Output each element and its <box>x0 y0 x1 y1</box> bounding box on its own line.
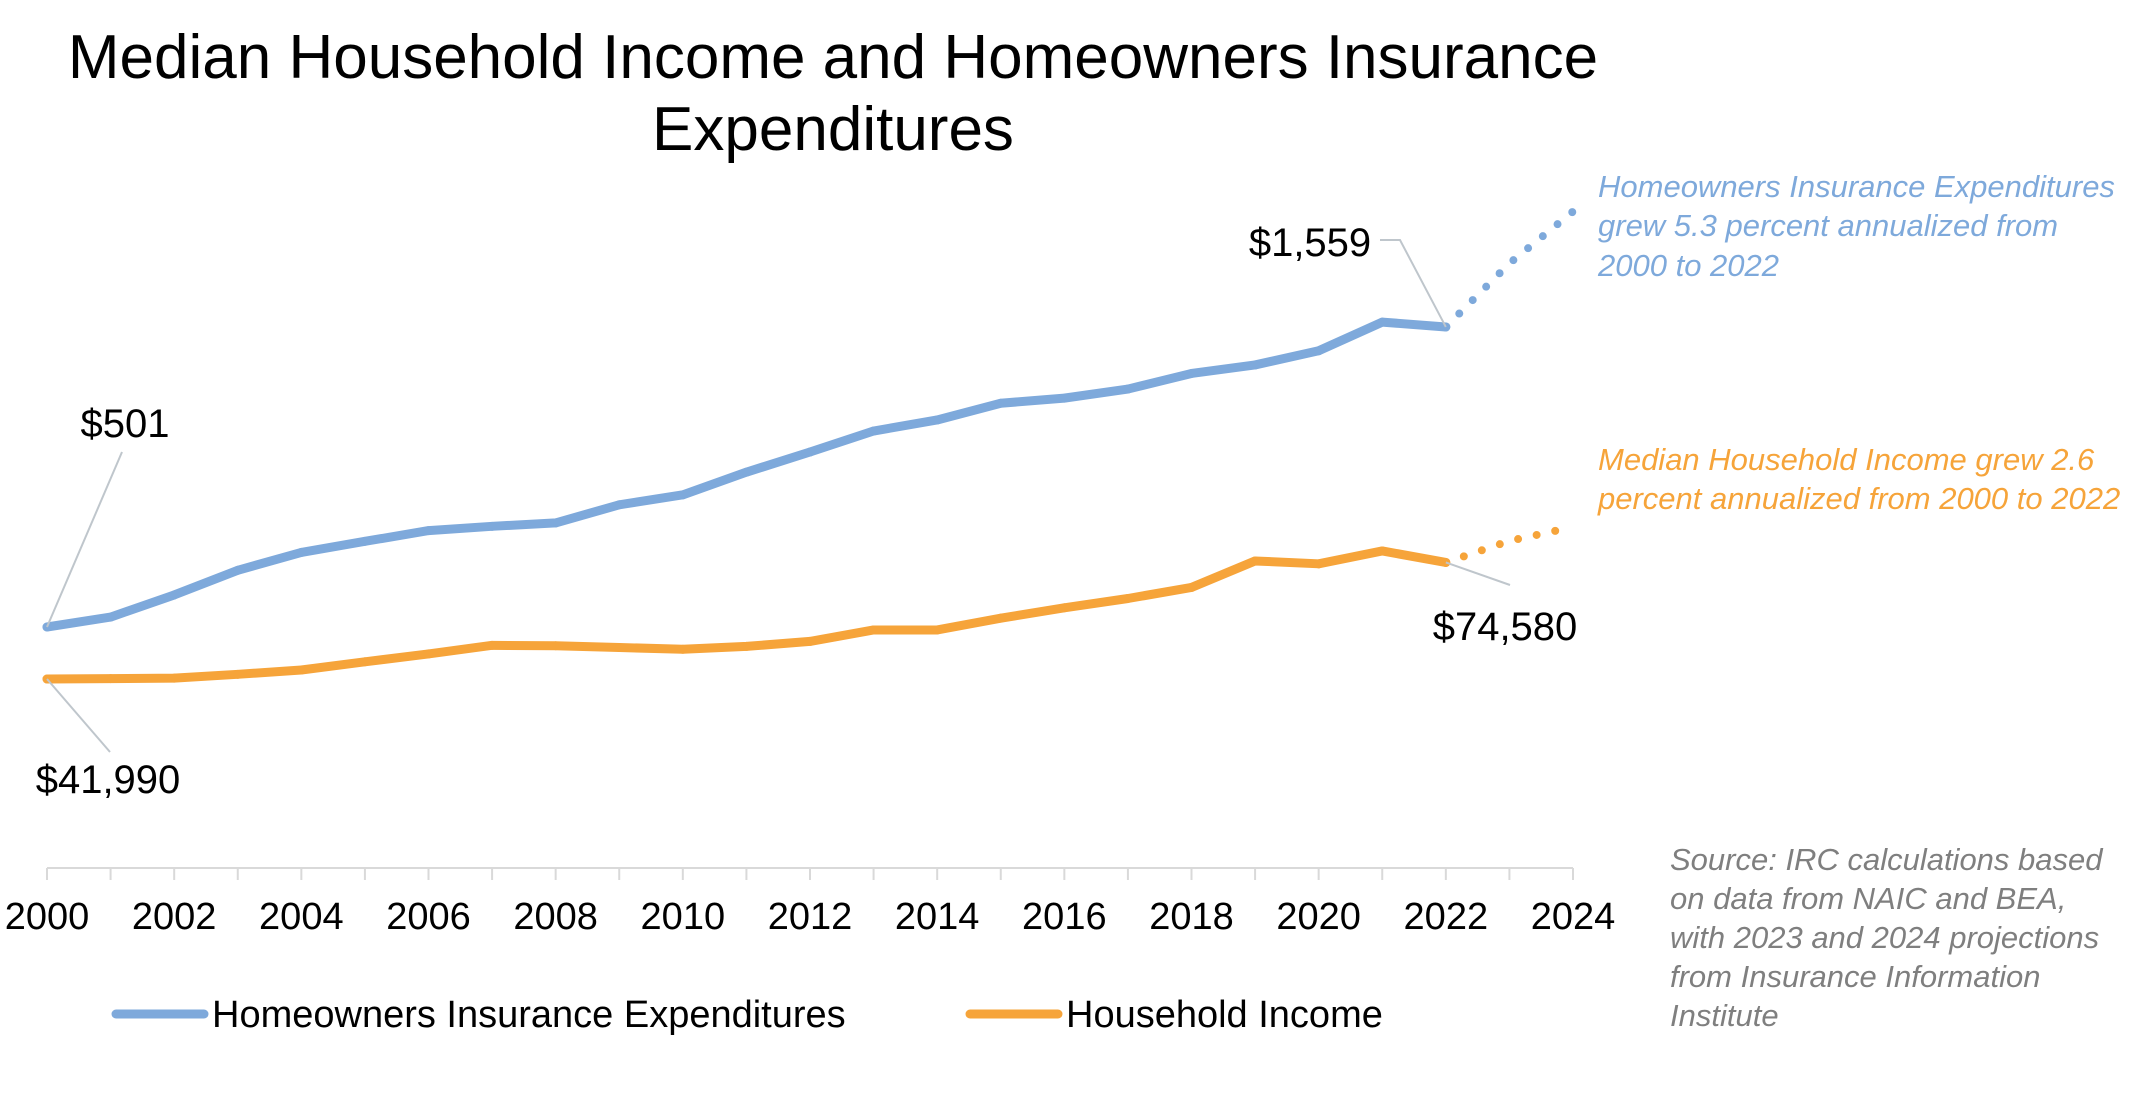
leader-insurance-2022 <box>1380 239 1447 328</box>
series-projection-income <box>1441 522 1577 567</box>
insurance-annotation-line-1: Homeowners Insurance Expenditures <box>1598 169 2115 204</box>
leader-insurance-2000 <box>46 451 123 628</box>
point-income-2018 <box>1187 582 1196 592</box>
x-tick-label-2008: 2008 <box>513 896 598 938</box>
point-income-2004 <box>296 665 306 675</box>
x-tick-label-2014: 2014 <box>895 896 980 938</box>
label-insurance-2000: $501 <box>81 402 170 446</box>
point-income-2008 <box>551 641 561 651</box>
x-tick-label-2018: 2018 <box>1149 896 1234 938</box>
point-insurance-2015 <box>996 398 1006 408</box>
x-tick-label-2012: 2012 <box>768 896 853 938</box>
series-line-income <box>42 546 1451 684</box>
point-insurance-2018 <box>1187 368 1196 378</box>
point-insurance-2010 <box>678 490 688 500</box>
point-income-2021 <box>1377 546 1387 556</box>
point-insurance-2012 <box>805 447 815 457</box>
legend-label-insurance: Homeowners Insurance Expenditures <box>212 994 846 1036</box>
point-income-2001 <box>106 674 116 684</box>
x-axis-tick-labels: 2000 2002 2004 2006 2008 2010 2012 2014 2016 2018… <box>5 896 1616 938</box>
point-insurance-2014 <box>932 415 942 425</box>
point-income-2020 <box>1314 559 1324 569</box>
point-insurance-2019 <box>1250 360 1260 370</box>
point-insurance-2016 <box>1059 393 1069 403</box>
label-income-2022: $74,580 <box>1433 605 1578 649</box>
series-projection-insurance <box>1441 207 1577 331</box>
point-income-2005 <box>360 657 370 667</box>
source-line-3: with 2023 and 2024 projections <box>1670 920 2099 955</box>
point-income-2007 <box>487 640 497 650</box>
leader-income-2000 <box>46 678 111 753</box>
legend: Homeowners Insurance Expenditures Househ… <box>111 994 1383 1036</box>
point-income-2012 <box>805 636 815 646</box>
source-line-1: Source: IRC calculations based <box>1670 842 2104 877</box>
point-income-2003 <box>233 669 243 679</box>
point-insurance-2013 <box>869 426 879 436</box>
point-insurance-2017 <box>1123 384 1133 394</box>
point-insurance-2008 <box>551 518 561 528</box>
insurance-annotation-line-2: grew 5.3 percent annualized from <box>1598 208 2058 243</box>
point-income-2006 <box>424 649 433 659</box>
point-income-2019 <box>1250 556 1260 566</box>
x-tick-label-2016: 2016 <box>1022 896 1107 938</box>
point-income-2009 <box>614 642 624 652</box>
x-tick-label-2002: 2002 <box>132 896 217 938</box>
point-insurance-2003 <box>233 565 243 575</box>
point-income-2013 <box>869 625 879 635</box>
x-tick-label-2004: 2004 <box>259 896 344 938</box>
leader-income-2022 <box>1445 561 1511 586</box>
chart-title-line-2: Expenditures <box>652 95 1014 164</box>
x-tick-label-2020: 2020 <box>1276 896 1361 938</box>
income-annotation-line-2: percent annualized from 2000 to 2022 <box>1597 481 2120 516</box>
point-income-2002 <box>169 673 179 683</box>
x-tick-label-2022: 2022 <box>1404 896 1489 938</box>
x-tick-label-2024: 2024 <box>1531 896 1616 938</box>
point-insurance-2006 <box>424 526 433 536</box>
point-insurance-2009 <box>614 500 624 510</box>
point-income-2015 <box>996 613 1006 623</box>
point-insurance-2005 <box>360 536 370 546</box>
insurance-annotation-line-3: 2000 to 2022 <box>1597 248 1779 283</box>
point-insurance-2020 <box>1314 346 1324 356</box>
point-income-2014 <box>932 625 942 635</box>
chart-title-line-1: Median Household Income and Homeowners I… <box>68 23 1598 92</box>
legend-label-income: Household Income <box>1066 994 1383 1036</box>
point-income-2017 <box>1123 594 1133 604</box>
source-line-4: from Insurance Information <box>1670 959 2040 994</box>
income-annotation: Median Household Income grew 2.6 percent… <box>1597 442 2120 516</box>
point-income-2016 <box>1059 603 1069 613</box>
point-insurance-2007 <box>487 521 497 531</box>
label-income-2000: $41,990 <box>36 758 181 802</box>
x-tick-label-2000: 2000 <box>5 896 90 938</box>
x-axis-ticks <box>46 868 1574 880</box>
source-line-5: Institute <box>1670 998 1779 1033</box>
source-note: Source: IRC calculations based on data f… <box>1670 842 2104 1033</box>
point-insurance-2011 <box>741 467 751 477</box>
point-insurance-2002 <box>169 590 179 600</box>
point-insurance-2021 <box>1377 317 1387 327</box>
label-insurance-2022: $1,559 <box>1249 221 1371 265</box>
insurance-annotation: Homeowners Insurance Expenditures grew 5… <box>1597 169 2115 283</box>
point-insurance-2001 <box>106 612 116 622</box>
income-annotation-line-1: Median Household Income grew 2.6 <box>1598 442 2095 477</box>
point-insurance-2004 <box>296 547 306 557</box>
x-tick-label-2010: 2010 <box>641 896 726 938</box>
x-tick-label-2006: 2006 <box>386 896 471 938</box>
source-line-2: on data from NAIC and BEA, <box>1670 881 2066 916</box>
series-layer <box>42 207 1577 684</box>
leader-lines <box>46 239 1511 753</box>
point-income-2011 <box>741 641 751 651</box>
point-income-2010 <box>678 644 688 654</box>
